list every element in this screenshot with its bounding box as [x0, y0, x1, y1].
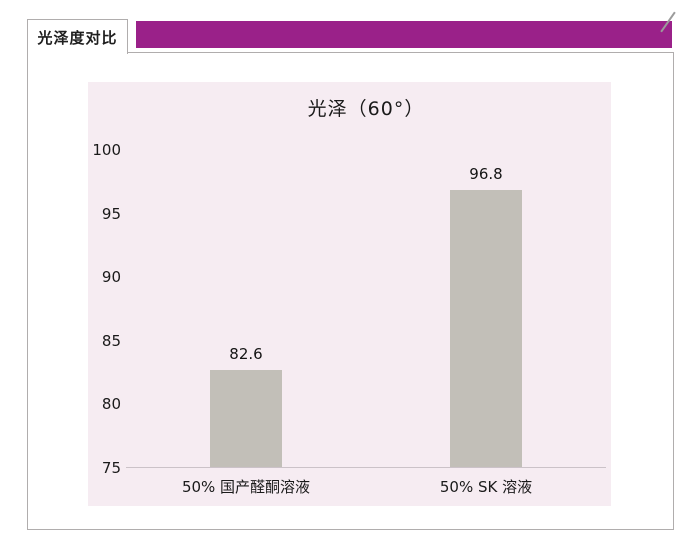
- y-tick-label: 100: [92, 141, 121, 159]
- plot-area: 82.6 96.8: [126, 150, 606, 468]
- y-tick-label: 80: [101, 395, 121, 414]
- y-tick-label: 95: [101, 204, 121, 223]
- y-tick-label: 75: [101, 459, 121, 477]
- chart-title: 光泽（60°）: [307, 98, 425, 120]
- bar-2: [450, 189, 522, 467]
- gloss-bar-chart: 光泽（60°） 82.6 96.8 100 95 90 85 80 75 50% 国产醛酮溶…: [88, 82, 611, 506]
- bar-value-label: 82.6: [229, 345, 263, 364]
- bar-1: [210, 370, 282, 467]
- bar-value-label: 96.8: [469, 164, 503, 183]
- content-panel: 光泽（60°） 82.6 96.8 100 95 90 85 80 75 50% 国产醛酮溶…: [27, 52, 674, 530]
- tab-gloss-comparison[interactable]: 光泽度对比: [27, 19, 128, 54]
- category-label: 50% 国产醛酮溶液: [181, 478, 311, 496]
- header-accent-bar: [136, 21, 672, 48]
- category-label: 50% SK 溶液: [439, 478, 533, 496]
- y-tick-label: 85: [101, 331, 121, 350]
- y-tick-label: 90: [101, 268, 121, 287]
- tab-label: 光泽度对比: [37, 28, 118, 47]
